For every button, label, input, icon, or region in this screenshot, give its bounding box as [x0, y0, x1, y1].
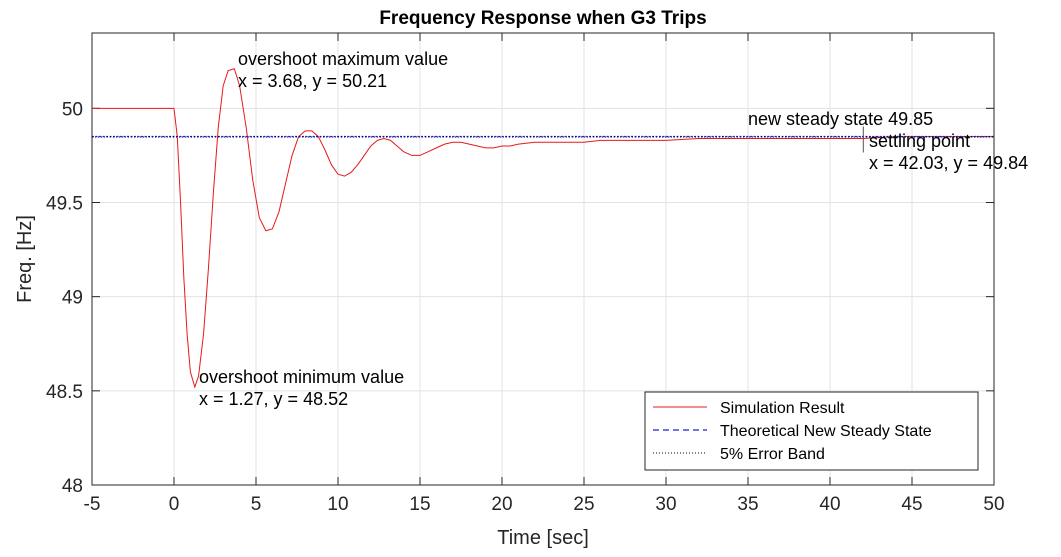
x-tick-label: 35	[737, 494, 758, 515]
y-tick-label: 48	[62, 476, 83, 497]
annotations-layer: overshoot maximum value x = 3.68, y = 50.…	[199, 49, 1028, 409]
annotation-text: overshoot minimum value x = 1.27, y = 48.…	[199, 367, 404, 409]
annotation-text: settling point x = 42.03, y = 49.84	[869, 131, 1028, 173]
legend-box	[644, 391, 979, 471]
x-tick-label: -5	[84, 494, 101, 515]
x-axis-ticks: -5 0 5 10 15 20 25 30 35 40 45 50	[84, 33, 1005, 515]
chart-title: Frequency Response when G3 Trips	[379, 8, 706, 29]
annotation-text: overshoot maximum value x = 3.68, y = 50.…	[238, 49, 448, 91]
series-line-0	[92, 68, 994, 389]
x-axis-label: Time [sec]	[497, 527, 589, 549]
legend: Simulation Result Theoretical New Steady …	[644, 391, 979, 471]
series-layer	[92, 68, 994, 389]
grid-lines	[92, 33, 994, 485]
legend-label: 5% Error Band	[720, 446, 825, 463]
x-tick-label: 20	[491, 494, 512, 515]
annotation-text: new steady state 49.85	[748, 109, 933, 129]
y-axis-label: Freq. [Hz]	[14, 215, 36, 303]
x-tick-label: 25	[573, 494, 594, 515]
y-tick-label: 49.5	[46, 194, 83, 215]
x-tick-label: 40	[819, 494, 840, 515]
x-tick-label: 45	[901, 494, 922, 515]
x-tick-label: 30	[655, 494, 676, 515]
x-tick-label: 15	[409, 494, 430, 515]
y-tick-label: 50	[62, 99, 83, 120]
x-tick-label: 50	[983, 494, 1004, 515]
y-tick-label: 49	[62, 288, 83, 309]
legend-label: Theoretical New Steady State	[720, 423, 932, 440]
plot-area-frame	[91, 32, 995, 486]
x-tick-label: 5	[251, 494, 262, 515]
x-tick-label: 0	[169, 494, 180, 515]
legend-label: Simulation Result	[720, 400, 845, 417]
x-tick-label: 10	[327, 494, 348, 515]
y-axis-ticks: 48 48.5 49 49.5 50	[46, 99, 994, 497]
y-tick-label: 48.5	[46, 382, 83, 403]
